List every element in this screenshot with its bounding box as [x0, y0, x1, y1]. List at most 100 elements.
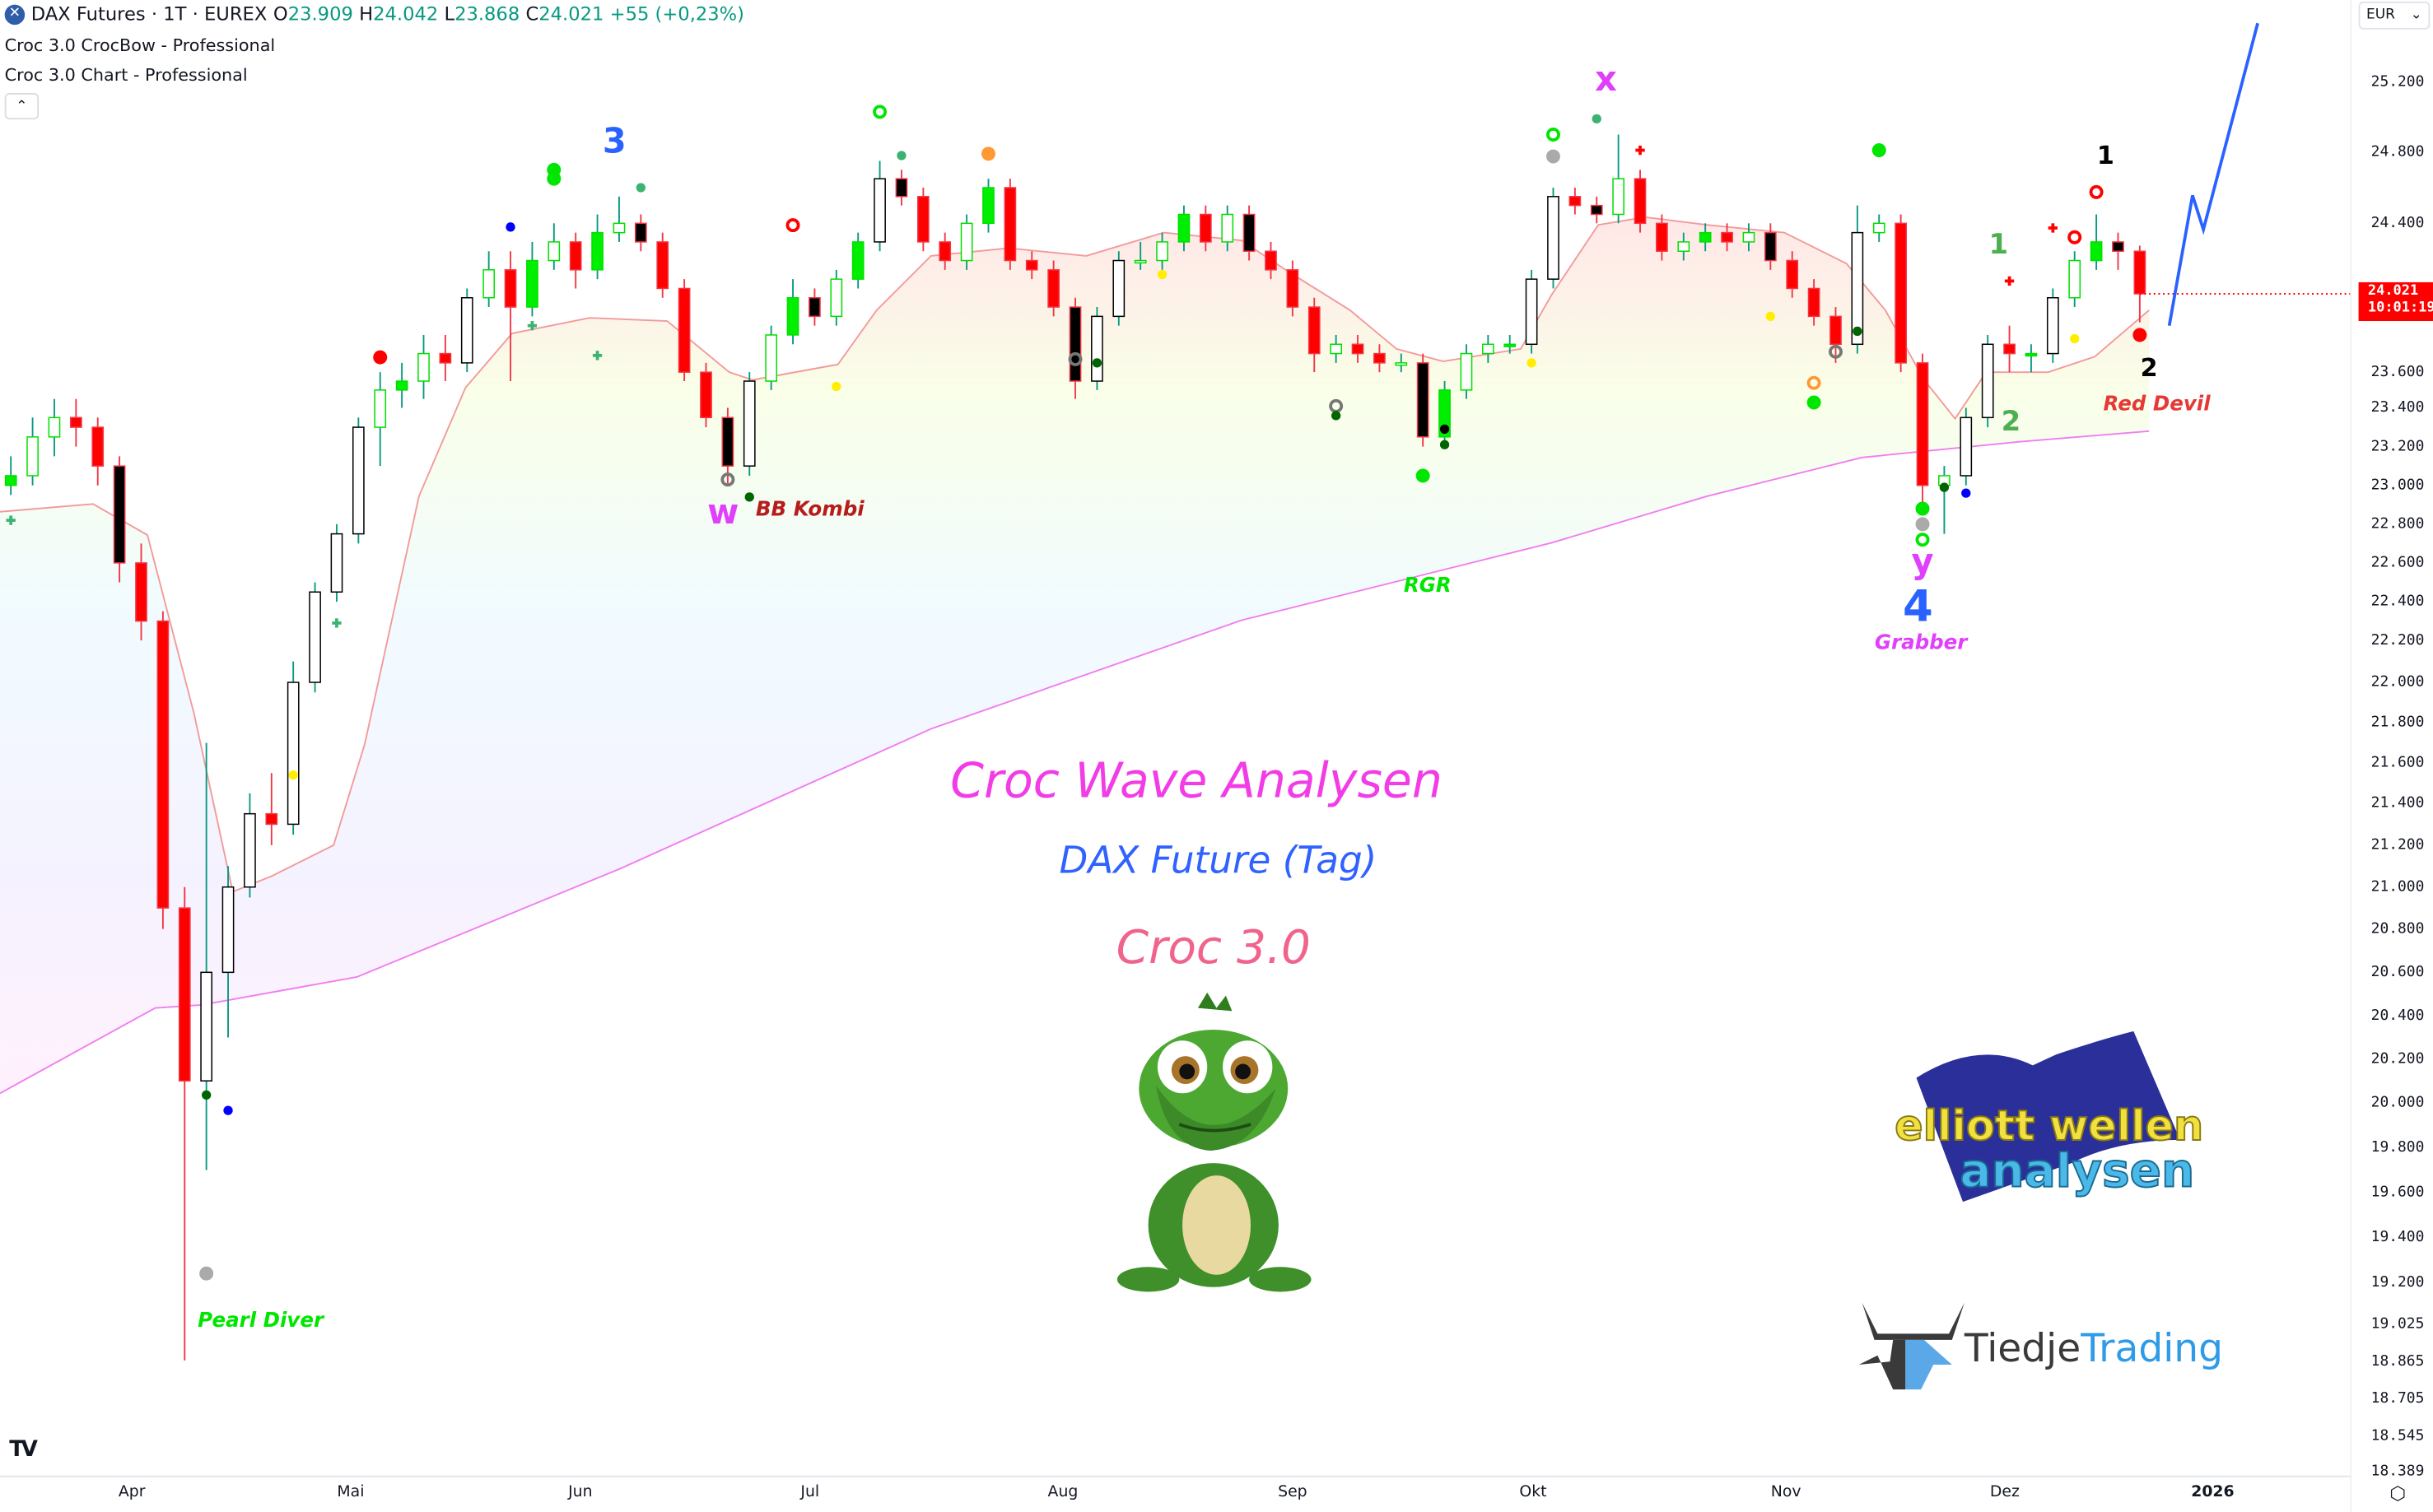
candle-body	[1091, 315, 1103, 382]
candle-body	[1851, 231, 1864, 346]
candle	[439, 334, 452, 382]
signal-dot-small	[2070, 333, 2080, 344]
candle	[721, 407, 734, 486]
price-tick-label: 23.600	[2370, 363, 2425, 381]
x-circle-icon: ✕	[4, 3, 26, 25]
collapse-indicators-button[interactable]: ⌃	[4, 93, 40, 120]
candle	[1872, 214, 1885, 242]
time-tick-label: Jul	[800, 1484, 820, 1501]
candle	[1156, 232, 1168, 270]
candle	[526, 241, 538, 317]
candle-body	[2025, 352, 2038, 357]
candle-body	[1112, 259, 1126, 318]
tradingview-logo[interactable]: TV	[9, 1437, 38, 1463]
symbol-header[interactable]: ✕ DAX Futures · 1T · EUREX O23.909 H24.0…	[4, 2, 744, 26]
candle	[939, 232, 952, 270]
price-tick-label: 21.800	[2370, 714, 2425, 732]
candle	[634, 214, 647, 252]
candle	[569, 232, 582, 289]
signal-dot-small	[223, 1105, 233, 1115]
price-tick-label: 22.400	[2370, 593, 2425, 611]
candle-body	[1503, 343, 1517, 347]
candle	[1307, 297, 1321, 373]
signal-dot	[1415, 468, 1430, 483]
currency-select[interactable]: EUR ⌄	[2358, 1, 2431, 30]
indicator-croc-chart[interactable]: Croc 3.0 Chart - Professional	[4, 65, 248, 86]
candle	[1481, 334, 1494, 363]
candle	[4, 456, 17, 495]
signal-ring	[1915, 533, 1930, 547]
candle	[1547, 187, 1559, 289]
candle-body	[460, 296, 473, 364]
signal-dot-small	[1092, 358, 1102, 368]
signal-ring	[2089, 184, 2104, 199]
candle	[2068, 251, 2081, 308]
candle-body	[113, 465, 126, 564]
settings-icon[interactable]: ⬡	[2389, 1482, 2407, 1505]
candle	[809, 288, 821, 326]
signal-dot-small	[1157, 269, 1168, 280]
candle-body	[1916, 362, 1929, 486]
signal-dot	[199, 1266, 214, 1281]
signal-dot-small	[1939, 482, 1950, 492]
signal-label-red-devil: Red Devil	[2103, 393, 2211, 416]
candle-body	[1351, 343, 1364, 355]
time-tick-label: Sep	[1278, 1484, 1307, 1501]
candle-body	[1981, 343, 1994, 419]
signal-plus	[2004, 276, 2015, 286]
signal-dot	[373, 350, 388, 365]
signal-dot	[1871, 143, 1886, 158]
signal-ring	[1806, 375, 1821, 390]
candle	[1895, 214, 1907, 373]
candle-body	[1025, 259, 1038, 271]
candle	[504, 251, 517, 382]
signal-dot-small	[1439, 440, 1450, 449]
candle-body	[1677, 241, 1690, 252]
signal-dot-small	[1961, 488, 1971, 498]
candle-body	[1525, 278, 1538, 346]
candle-body	[1416, 362, 1429, 438]
candle-body	[2133, 250, 2146, 295]
price-tick-label: 23.000	[2370, 477, 2425, 495]
price-tick-label: 21.600	[2370, 754, 2425, 772]
candle-body	[1634, 178, 1647, 225]
candle-body	[1895, 222, 1907, 364]
elliott-wellen-analysen-logo: elliott wellen analysen	[1894, 1030, 2204, 1203]
candle	[1960, 407, 1973, 486]
candle-body	[1721, 231, 1733, 243]
candle-body	[200, 971, 213, 1082]
candle-body	[221, 886, 235, 974]
signal-label-pearl-diver: Pearl Diver	[198, 1310, 324, 1333]
candle	[26, 417, 39, 486]
candle-body	[2003, 343, 2016, 355]
signal-dot-small	[1592, 114, 1601, 124]
candle	[309, 582, 321, 693]
candle	[1742, 223, 1755, 252]
price-tick-label: 18.865	[2370, 1352, 2425, 1370]
ohlc-values: O23.909 H24.042 L23.868 C24.021 +55 (+0,…	[273, 2, 744, 26]
signal-label-bb-kombi: BB Kombi	[755, 498, 865, 522]
bar-countdown: 10:01:19	[2367, 300, 2433, 317]
indicator-crocbow[interactable]: Croc 3.0 CrocBow - Professional	[4, 35, 276, 56]
candle-body	[1177, 213, 1191, 243]
price-tick-label: 20.400	[2370, 1007, 2425, 1025]
candle	[417, 334, 430, 399]
signal-dot	[981, 147, 995, 161]
price-tick-label: 19.025	[2370, 1315, 2425, 1333]
candle-body	[1699, 231, 1712, 243]
candle	[1395, 353, 1408, 373]
candle-body	[1330, 343, 1342, 355]
candle-body	[265, 812, 278, 826]
chevron-up-icon: ⌃	[16, 98, 28, 114]
current-price: 24.021	[2367, 283, 2419, 300]
time-tick-label: Okt	[1519, 1484, 1547, 1501]
candle-body	[1047, 269, 1060, 308]
time-tick-label: Nov	[1770, 1484, 1801, 1501]
signal-dot-small	[1331, 411, 1341, 421]
price-tick-label: 22.600	[2370, 554, 2425, 572]
candle	[2133, 245, 2146, 323]
candle	[1721, 223, 1733, 252]
candle	[1764, 223, 1777, 270]
svg-text:Tiedje: Tiedje	[1964, 1326, 2081, 1371]
